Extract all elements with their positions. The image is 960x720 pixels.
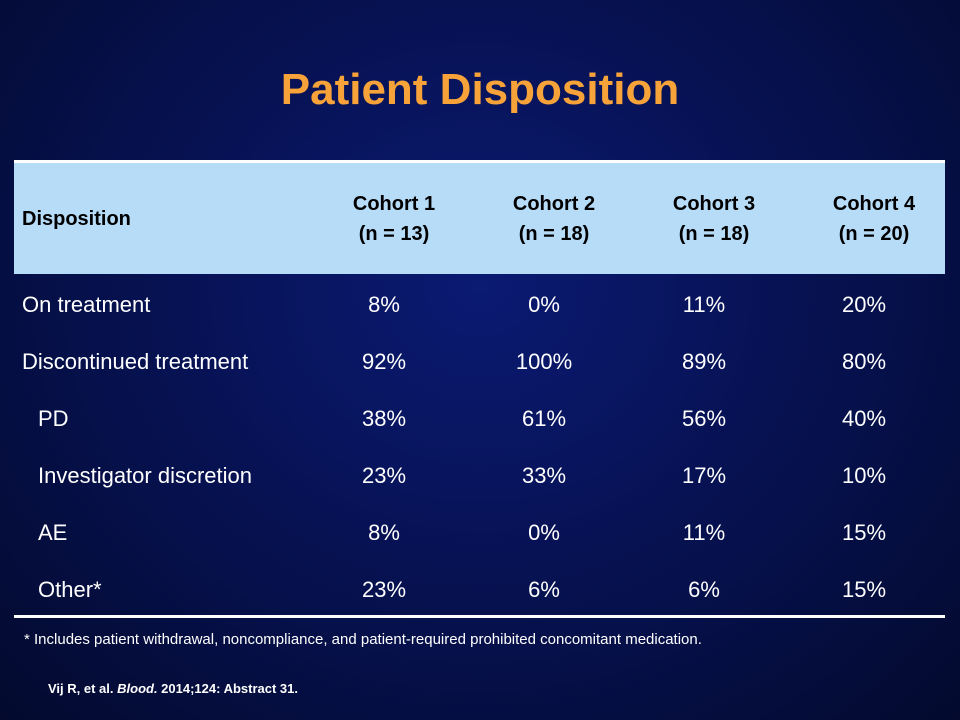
cell-cohort-1: 38% xyxy=(304,390,464,447)
row-label: AE xyxy=(38,504,67,561)
table-row-on-treatment: On treatment 8% 0% 11% 20% xyxy=(14,276,945,333)
row-label: Discontinued treatment xyxy=(22,333,248,390)
citation-details: 2014;124: Abstract 31. xyxy=(158,681,298,696)
cell-cohort-4: 15% xyxy=(784,504,944,561)
cell-cohort-3: 6% xyxy=(624,561,784,618)
header-cohort-4-name: Cohort 4 xyxy=(833,189,915,219)
citation-journal: Blood. xyxy=(117,681,157,696)
header-cohort-3-name: Cohort 3 xyxy=(673,189,755,219)
cell-cohort-3: 17% xyxy=(624,447,784,504)
cell-cohort-4: 10% xyxy=(784,447,944,504)
footnote: * Includes patient withdrawal, noncompli… xyxy=(24,631,702,648)
cell-cohort-3: 11% xyxy=(624,276,784,333)
slide-title: Patient Disposition xyxy=(0,62,960,118)
cell-cohort-4: 40% xyxy=(784,390,944,447)
header-cohort-3-n: (n = 18) xyxy=(679,219,750,249)
cell-cohort-4: 20% xyxy=(784,276,944,333)
header-cohort-2: Cohort 2 (n = 18) xyxy=(474,163,634,274)
header-cohort-2-n: (n = 18) xyxy=(519,219,590,249)
row-label: PD xyxy=(38,390,69,447)
cell-cohort-4: 15% xyxy=(784,561,944,618)
header-cohort-1-n: (n = 13) xyxy=(359,219,430,249)
cell-cohort-4: 80% xyxy=(784,333,944,390)
table-bottom-rule xyxy=(14,615,945,618)
cell-cohort-2: 33% xyxy=(464,447,624,504)
citation-authors: Vij R, et al. xyxy=(48,681,117,696)
cell-cohort-1: 92% xyxy=(304,333,464,390)
header-disposition: Disposition xyxy=(22,163,312,274)
table-header: Disposition Cohort 1 (n = 13) Cohort 2 (… xyxy=(14,160,945,274)
header-cohort-1-name: Cohort 1 xyxy=(353,189,435,219)
table-row-pd: PD 38% 61% 56% 40% xyxy=(14,390,945,447)
table-row-investigator-discretion: Investigator discretion 23% 33% 17% 10% xyxy=(14,447,945,504)
cell-cohort-2: 0% xyxy=(464,504,624,561)
table-row-discontinued: Discontinued treatment 92% 100% 89% 80% xyxy=(14,333,945,390)
cell-cohort-2: 6% xyxy=(464,561,624,618)
cell-cohort-2: 100% xyxy=(464,333,624,390)
cell-cohort-3: 89% xyxy=(624,333,784,390)
row-label: Other* xyxy=(38,561,102,618)
cell-cohort-2: 0% xyxy=(464,276,624,333)
cell-cohort-1: 8% xyxy=(304,504,464,561)
row-label: Investigator discretion xyxy=(38,447,252,504)
row-label: On treatment xyxy=(22,276,150,333)
header-cohort-1: Cohort 1 (n = 13) xyxy=(314,163,474,274)
table-row-other: Other* 23% 6% 6% 15% xyxy=(14,561,945,618)
cell-cohort-2: 61% xyxy=(464,390,624,447)
table-row-ae: AE 8% 0% 11% 15% xyxy=(14,504,945,561)
cell-cohort-1: 23% xyxy=(304,561,464,618)
cell-cohort-3: 11% xyxy=(624,504,784,561)
header-cohort-4-n: (n = 20) xyxy=(839,219,910,249)
header-disposition-label: Disposition xyxy=(22,204,131,234)
header-cohort-4: Cohort 4 (n = 20) xyxy=(794,163,954,274)
cell-cohort-1: 23% xyxy=(304,447,464,504)
header-cohort-3: Cohort 3 (n = 18) xyxy=(634,163,794,274)
header-cohort-2-name: Cohort 2 xyxy=(513,189,595,219)
cell-cohort-1: 8% xyxy=(304,276,464,333)
citation: Vij R, et al. Blood. 2014;124: Abstract … xyxy=(48,681,298,696)
cell-cohort-3: 56% xyxy=(624,390,784,447)
